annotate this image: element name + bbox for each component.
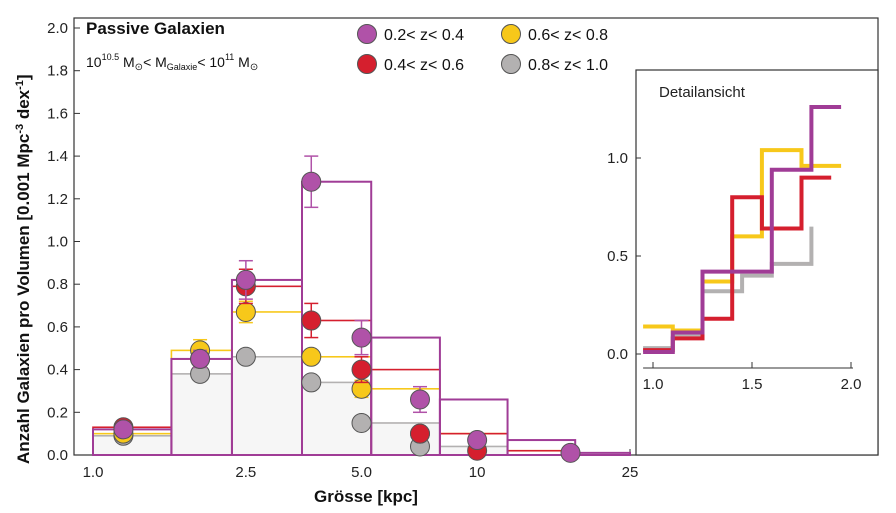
y-tick-label: 0.2 [47,404,68,421]
inset-title: Detailansicht [659,84,746,101]
x-tick-label: 1.0 [83,464,104,481]
x-tick-label: 2.5 [235,464,256,481]
data-point [468,431,487,450]
inset-y-tick-label: 1.0 [607,150,628,167]
data-point [236,347,255,366]
inset-y-tick-label: 0.0 [607,346,628,363]
data-point [561,443,580,462]
y-tick-label: 1.0 [47,234,68,251]
legend-marker [502,55,521,74]
y-tick-label: 1.4 [47,148,68,165]
legend-marker [502,25,521,44]
inset-detail-plot: 0.0 0.5 1.0 1.0 1.5 2.0 Detailansicht [607,70,878,455]
inset-x-tick-label: 1.5 [742,376,763,393]
data-point [302,172,321,191]
inset-frame [636,70,878,455]
inset-y-tick-label: 0.5 [607,248,628,265]
histogram-fill [232,357,302,455]
data-point [302,373,321,392]
inset-x-tick-label: 2.0 [841,376,862,393]
legend-label: 0.8< z< 1.0 [528,57,608,74]
y-tick-label: 1.2 [47,191,68,208]
data-point [352,360,371,379]
data-point [114,420,133,439]
data-point [352,413,371,432]
legend-label: 0.2< z< 0.4 [384,27,464,44]
data-point [191,349,210,368]
y-tick-label: 0.8 [47,276,68,293]
inset-x-tick-label: 1.0 [643,376,664,393]
data-point [410,390,429,409]
y-tick-label: 0.0 [47,447,68,464]
y-tick-label: 1.6 [47,105,68,122]
y-tick-label: 0.6 [47,319,68,336]
legend-marker [358,25,377,44]
data-point [302,311,321,330]
histogram-fill [371,423,440,455]
histogram-fill [171,374,232,455]
data-point [352,328,371,347]
y-tick-label: 0.4 [47,362,68,379]
data-point [236,302,255,321]
y-tick-label: 1.8 [47,63,68,80]
x-axis-title: Grösse [kpc] [314,487,418,506]
x-tick-label: 5.0 [351,464,372,481]
legend-label: 0.4< z< 0.6 [384,57,464,74]
legend-label: 0.6< z< 0.8 [528,27,608,44]
legend-marker [358,55,377,74]
data-point [302,347,321,366]
x-tick-label: 25 [622,464,639,481]
chart-title: Passive Galaxien [86,19,225,38]
x-tick-label: 10 [469,464,486,481]
y-tick-label: 2.0 [47,20,68,37]
data-point [236,270,255,289]
data-point [410,424,429,443]
